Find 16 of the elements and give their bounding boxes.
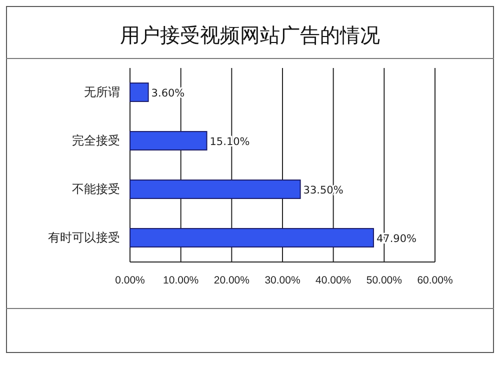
y-tick-label: 完全接受 bbox=[72, 134, 120, 148]
x-tick-label: 10.00% bbox=[163, 274, 199, 286]
x-tick-label: 50.00% bbox=[366, 274, 402, 286]
y-tick-label: 不能接受 bbox=[72, 182, 120, 196]
bar bbox=[130, 228, 374, 248]
y-tick-label: 无所谓 bbox=[84, 85, 120, 100]
bar bbox=[130, 131, 208, 150]
chart-title: 用户接受视频网站广告的情况 bbox=[120, 23, 380, 47]
x-tick-label: 40.00% bbox=[316, 274, 352, 286]
x-tick-label: 20.00% bbox=[214, 274, 250, 286]
x-tick-label: 60.00% bbox=[417, 274, 453, 286]
y-tick-label: 有时可以接受 bbox=[48, 230, 120, 245]
x-tick-label: 30.00% bbox=[264, 274, 300, 286]
bar bbox=[130, 180, 301, 199]
x-tick-label: 0.00% bbox=[115, 274, 145, 286]
bar bbox=[130, 82, 149, 102]
